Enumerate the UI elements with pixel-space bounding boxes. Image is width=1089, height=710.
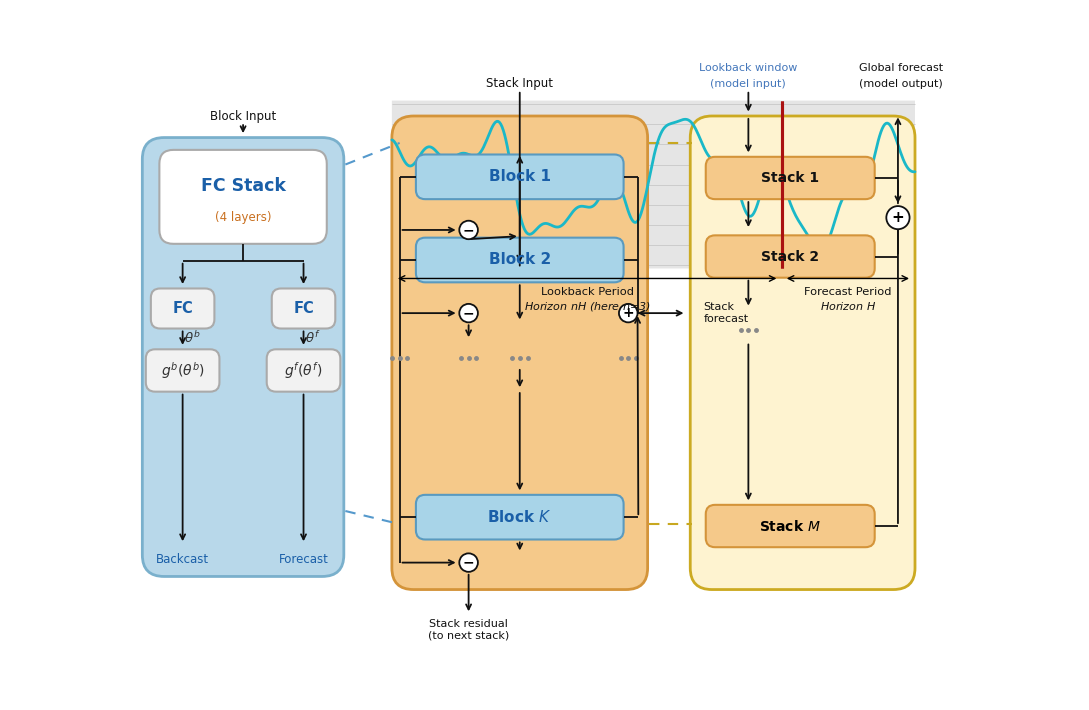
Text: Stack Input: Stack Input [487, 77, 553, 90]
Circle shape [460, 553, 478, 572]
FancyBboxPatch shape [159, 150, 327, 244]
Text: Forecast: Forecast [279, 553, 329, 566]
Text: Lookback Period: Lookback Period [540, 287, 634, 297]
Text: $\theta^f$: $\theta^f$ [305, 331, 320, 346]
FancyBboxPatch shape [416, 238, 624, 283]
Text: Stack
forecast: Stack forecast [703, 302, 748, 324]
Text: Block 2: Block 2 [489, 253, 551, 268]
Text: Lookback window: Lookback window [699, 63, 797, 73]
Text: $\theta^b$: $\theta^b$ [184, 331, 200, 346]
Text: FC: FC [293, 301, 314, 316]
FancyBboxPatch shape [143, 138, 344, 577]
FancyBboxPatch shape [392, 101, 915, 268]
Circle shape [886, 206, 909, 229]
FancyBboxPatch shape [690, 116, 915, 589]
Circle shape [460, 304, 478, 322]
Text: $g^f(\theta^f)$: $g^f(\theta^f)$ [284, 360, 322, 381]
Circle shape [619, 304, 637, 322]
FancyBboxPatch shape [267, 349, 341, 392]
FancyBboxPatch shape [706, 157, 874, 200]
Text: Stack 1: Stack 1 [761, 171, 819, 185]
FancyBboxPatch shape [706, 505, 874, 547]
Text: (model output): (model output) [859, 79, 943, 89]
Text: Stack residual
(to next stack): Stack residual (to next stack) [428, 619, 510, 640]
Text: Global forecast: Global forecast [859, 63, 943, 73]
Text: Block 1: Block 1 [489, 169, 551, 185]
Text: Stack $M$: Stack $M$ [759, 518, 821, 533]
Text: +: + [623, 306, 634, 320]
Text: (model input): (model input) [710, 79, 786, 89]
Text: FC Stack: FC Stack [200, 177, 285, 195]
Text: Block Input: Block Input [210, 110, 277, 124]
Text: FC: FC [172, 301, 193, 316]
FancyBboxPatch shape [392, 116, 648, 589]
Text: +: + [892, 210, 904, 225]
Text: Block $K$: Block $K$ [488, 509, 552, 525]
FancyBboxPatch shape [416, 155, 624, 200]
FancyBboxPatch shape [146, 349, 220, 392]
Text: Stack 2: Stack 2 [761, 249, 819, 263]
FancyBboxPatch shape [416, 495, 624, 540]
Text: Forecast Period: Forecast Period [804, 287, 892, 297]
FancyBboxPatch shape [706, 235, 874, 278]
Text: Horizon $H$: Horizon $H$ [820, 300, 876, 312]
Circle shape [460, 221, 478, 239]
FancyBboxPatch shape [272, 288, 335, 329]
Text: Horizon $nH$ (here $n$=3): Horizon $nH$ (here $n$=3) [524, 300, 650, 312]
Text: −: − [463, 306, 475, 320]
Text: $g^b(\theta^b)$: $g^b(\theta^b)$ [161, 360, 205, 381]
Text: (4 layers): (4 layers) [215, 211, 271, 224]
FancyBboxPatch shape [151, 288, 215, 329]
Text: Backcast: Backcast [156, 553, 209, 566]
Text: −: − [463, 556, 475, 569]
Text: −: − [463, 223, 475, 237]
